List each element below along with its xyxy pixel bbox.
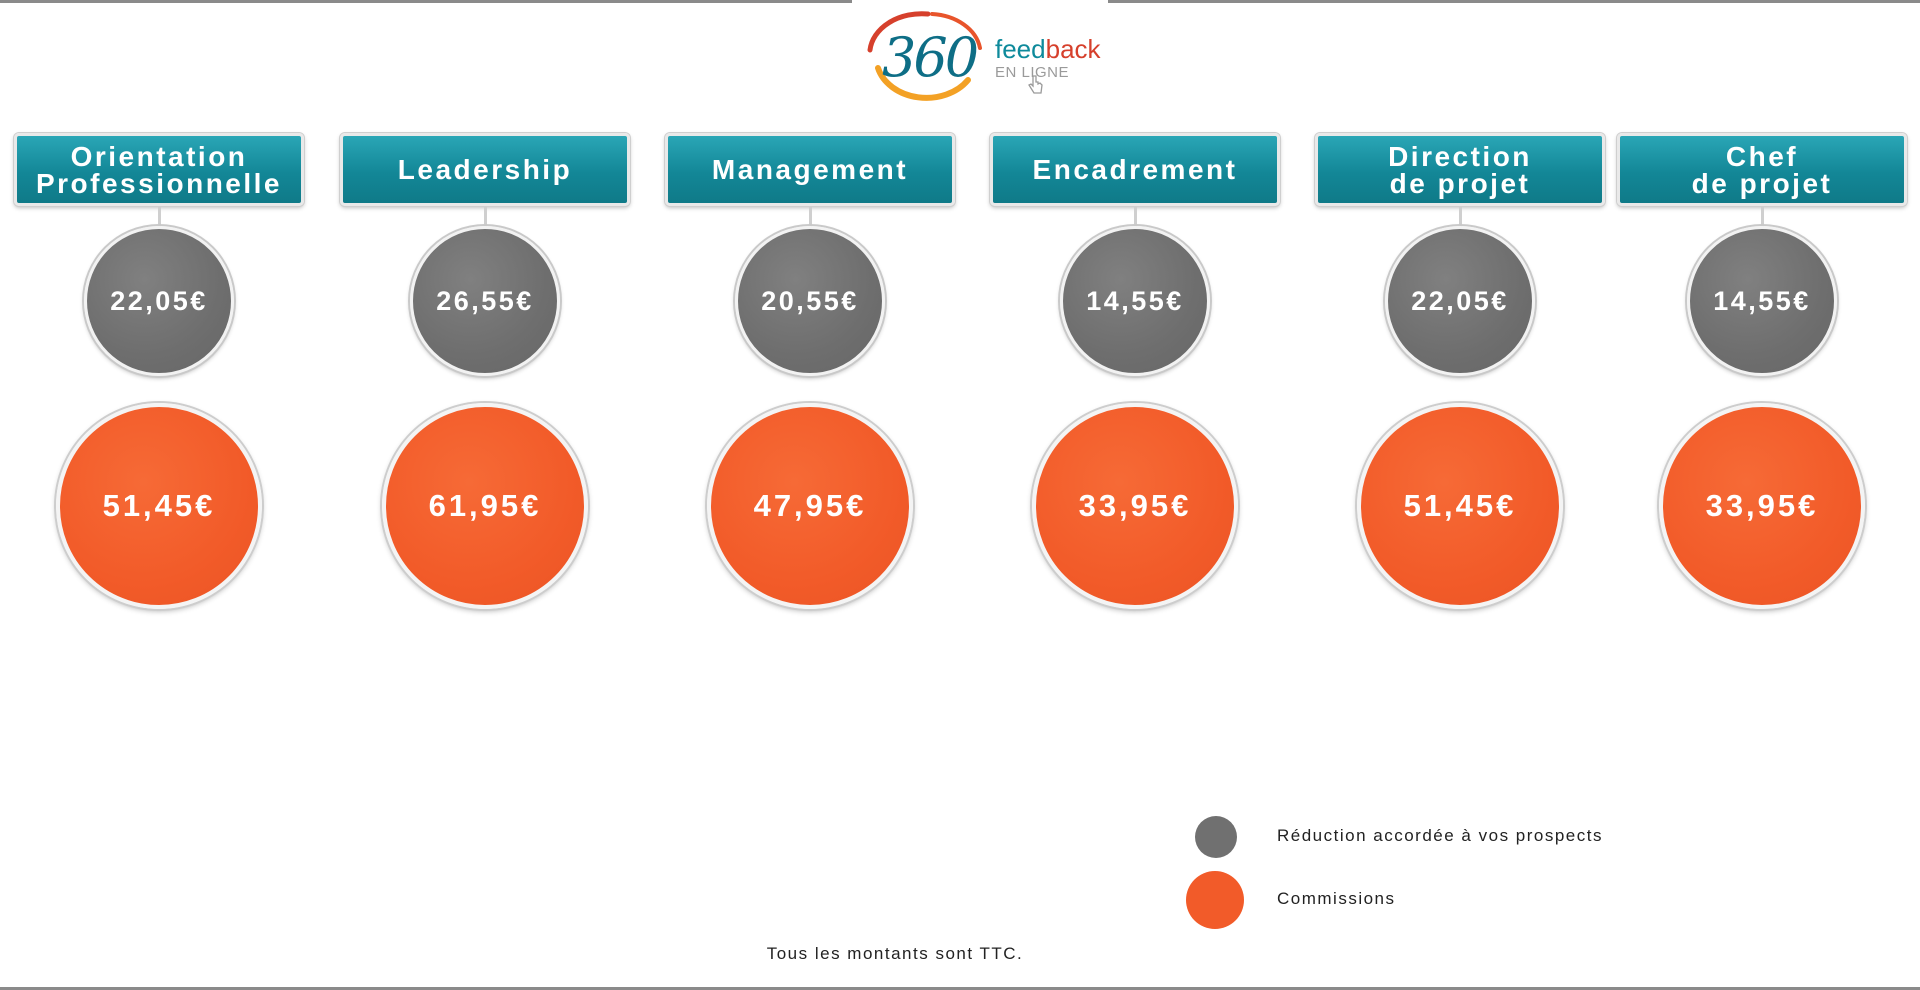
logo-number: 360 bbox=[882, 26, 979, 89]
bottom-border bbox=[0, 987, 1920, 990]
logo-wordmark: feedback bbox=[995, 34, 1101, 65]
reduction-circle: 14,55€ bbox=[1060, 226, 1210, 376]
reduction-circle: 22,05€ bbox=[84, 226, 234, 376]
column-title[interactable]: Orientation Professionnelle bbox=[14, 133, 304, 206]
column-title[interactable]: Management bbox=[665, 133, 955, 206]
legend-commission-label: Commissions bbox=[1277, 889, 1396, 908]
commission-circle: 51,45€ bbox=[1357, 403, 1563, 609]
commission-circle: 33,95€ bbox=[1659, 403, 1865, 609]
reduction-circle: 14,55€ bbox=[1687, 226, 1837, 376]
footnote: Tous les montants sont TTC. bbox=[766, 944, 1024, 963]
reduction-circle: 26,55€ bbox=[410, 226, 560, 376]
column-title[interactable]: Encadrement bbox=[990, 133, 1280, 206]
legend-reduction-swatch bbox=[1195, 816, 1237, 858]
logo-subtitle: EN LIGNE bbox=[995, 64, 1070, 81]
logo[interactable]: 360 feedback EN LIGNE bbox=[858, 8, 1101, 108]
column-title[interactable]: Direction de projet bbox=[1315, 133, 1605, 206]
cursor-hand-icon bbox=[1028, 75, 1043, 94]
logo-word-front: feed bbox=[995, 34, 1046, 64]
legend-reduction-label: Réduction accordée à vos prospects bbox=[1277, 826, 1603, 845]
reduction-circle: 22,05€ bbox=[1385, 226, 1535, 376]
logo-word-back: back bbox=[1045, 34, 1101, 64]
commission-circle: 47,95€ bbox=[707, 403, 913, 609]
legend-commission-swatch bbox=[1186, 871, 1244, 929]
logo-ring-icon bbox=[867, 11, 982, 101]
column-title[interactable]: Leadership bbox=[340, 133, 630, 206]
column-title[interactable]: Chef de projet bbox=[1617, 133, 1907, 206]
commission-circle: 61,95€ bbox=[382, 403, 588, 609]
commission-circle: 33,95€ bbox=[1032, 403, 1238, 609]
reduction-circle: 20,55€ bbox=[735, 226, 885, 376]
commission-circle: 51,45€ bbox=[56, 403, 262, 609]
logo-gap bbox=[852, 0, 1108, 4]
